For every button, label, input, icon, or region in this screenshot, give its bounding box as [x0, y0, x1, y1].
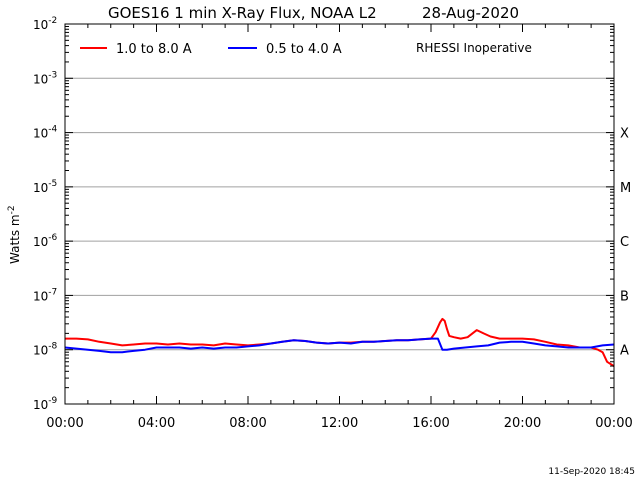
grid-lines [65, 77, 614, 351]
rhessi-annotation: RHESSI Inoperative [416, 41, 532, 55]
footer-timestamp: 11-Sep-2020 18:45 [548, 467, 635, 477]
flare-class-label: X [620, 127, 629, 142]
series-lines [64, 317, 615, 367]
x-tick-label: 00:00 [46, 416, 83, 431]
flare-class-labels: A B C M X [620, 127, 631, 359]
y-tick-label: 10-7 [33, 287, 57, 303]
x-tick-label: 16:00 [412, 416, 449, 431]
y-tick-label: 10-8 [33, 342, 58, 358]
x-tick-label: 08:00 [229, 416, 266, 431]
y-axis-label-exponent: -2 [7, 205, 17, 214]
legend-label-short: 0.5 to 4.0 A [266, 42, 342, 57]
y-tick-label: 10-4 [33, 125, 58, 141]
plot-frame [64, 23, 615, 405]
x-tick-label: 20:00 [504, 416, 541, 431]
x-tick-label: 12:00 [321, 416, 358, 431]
flare-class-label: A [620, 344, 629, 359]
x-tick-label: 00:00 [595, 416, 632, 431]
x-tick-label: 04:00 [138, 416, 175, 431]
y-axis-label-text: Watts m [8, 214, 22, 264]
y-axis-label: Watts m-2 [7, 205, 22, 264]
legend-label-long: 1.0 to 8.0 A [116, 42, 192, 57]
y-axis-ticks: 10-9 10-8 10-7 10-6 10-5 10-4 10-3 10-2 [33, 16, 614, 412]
y-tick-label: 10-2 [33, 16, 57, 32]
flare-class-label: C [620, 235, 629, 250]
x-axis-ticks: 00:00 04:00 08:00 12:00 16:00 20:00 00:00 [46, 24, 633, 431]
series-line-1 [64, 337, 615, 354]
legend: 1.0 to 8.0 A 0.5 to 4.0 A [80, 42, 342, 57]
y-tick-label: 10-5 [33, 179, 57, 195]
chart-title: GOES16 1 min X-Ray Flux, NOAA L2 [108, 4, 377, 22]
chart-date: 28-Aug-2020 [422, 4, 519, 22]
y-tick-label: 10-3 [33, 70, 57, 86]
flare-class-label: B [620, 289, 629, 304]
flare-class-label: M [620, 181, 631, 196]
y-tick-label: 10-6 [33, 233, 58, 249]
y-tick-label: 10-9 [33, 396, 58, 412]
